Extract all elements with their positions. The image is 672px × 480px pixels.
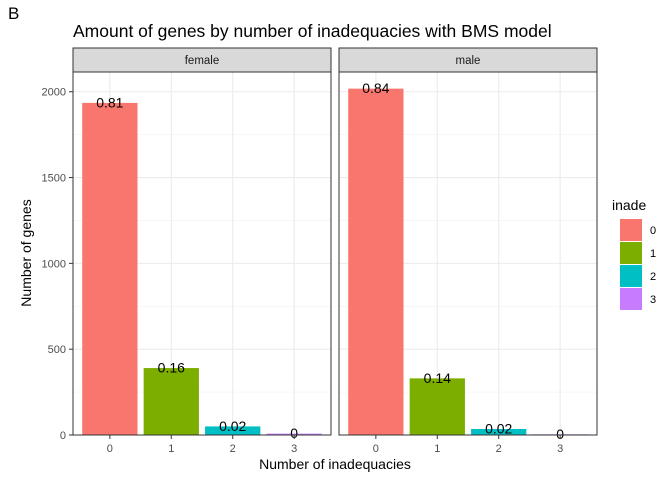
legend-label: 1 [650, 248, 656, 260]
legend-label: 2 [650, 271, 656, 283]
bar-male-1 [409, 378, 465, 435]
x-tick-label: 1 [168, 443, 174, 455]
legend-title: inade [612, 197, 646, 213]
legend-label: 0 [650, 225, 656, 237]
legend: inade 0 1 2 3 [612, 197, 656, 310]
bar-data-label: 0.02 [485, 420, 512, 436]
y-axis-title: Number of genes [18, 199, 34, 306]
facet-strip-label: female [185, 55, 220, 67]
facet-panel-male: male 0.84 0.14 0.02 0 0 1 2 3 [338, 47, 598, 455]
bar-female-2 [205, 426, 261, 435]
bar-data-label: 0 [290, 425, 298, 441]
bar-data-label: 0.81 [96, 94, 123, 110]
y-tick-label: 2000 [42, 87, 66, 99]
bar-data-label: 0.02 [219, 418, 246, 434]
bar-female-3 [266, 433, 322, 435]
bar-data-label: 0.14 [424, 370, 451, 386]
bar-male-0 [348, 88, 404, 435]
facet-panel-female: female 0.81 0.16 0.02 0 0 1 2 3 0 500 1000 1500 2000 [42, 47, 332, 455]
chart-title: Amount of genes by number of inadequacie… [73, 21, 552, 41]
facet-strip-label: male [456, 55, 481, 67]
legend-key-0 [620, 219, 642, 241]
panel-border [338, 71, 598, 436]
y-tick-label: 0 [60, 430, 66, 442]
facet-strip [338, 47, 598, 73]
legend-key-3 [620, 288, 642, 310]
x-tick-label: 0 [373, 443, 379, 455]
x-tick-label: 3 [291, 443, 297, 455]
x-tick-label: 2 [496, 443, 502, 455]
bar-data-label: 0.84 [362, 80, 389, 96]
bar-male-2 [471, 428, 527, 435]
panel-tag: B [8, 4, 20, 23]
legend-label: 3 [650, 294, 656, 306]
legend-key-1 [620, 242, 642, 264]
y-tick-label: 500 [48, 344, 66, 356]
x-axis-title: Number of inadequacies [259, 456, 411, 472]
legend-key-2 [620, 265, 642, 287]
x-tick-label: 1 [434, 443, 440, 455]
panel-border [72, 71, 332, 436]
bar-data-label: 0.16 [158, 360, 185, 376]
y-tick-label: 1000 [42, 258, 66, 270]
x-tick-label: 0 [107, 443, 113, 455]
y-tick-label: 1500 [42, 173, 66, 185]
bar-female-1 [143, 368, 199, 435]
bar-data-label: 0 [556, 426, 564, 442]
x-tick-label: 2 [230, 443, 236, 455]
bar-female-0 [82, 102, 138, 435]
x-tick-label: 3 [557, 443, 563, 455]
